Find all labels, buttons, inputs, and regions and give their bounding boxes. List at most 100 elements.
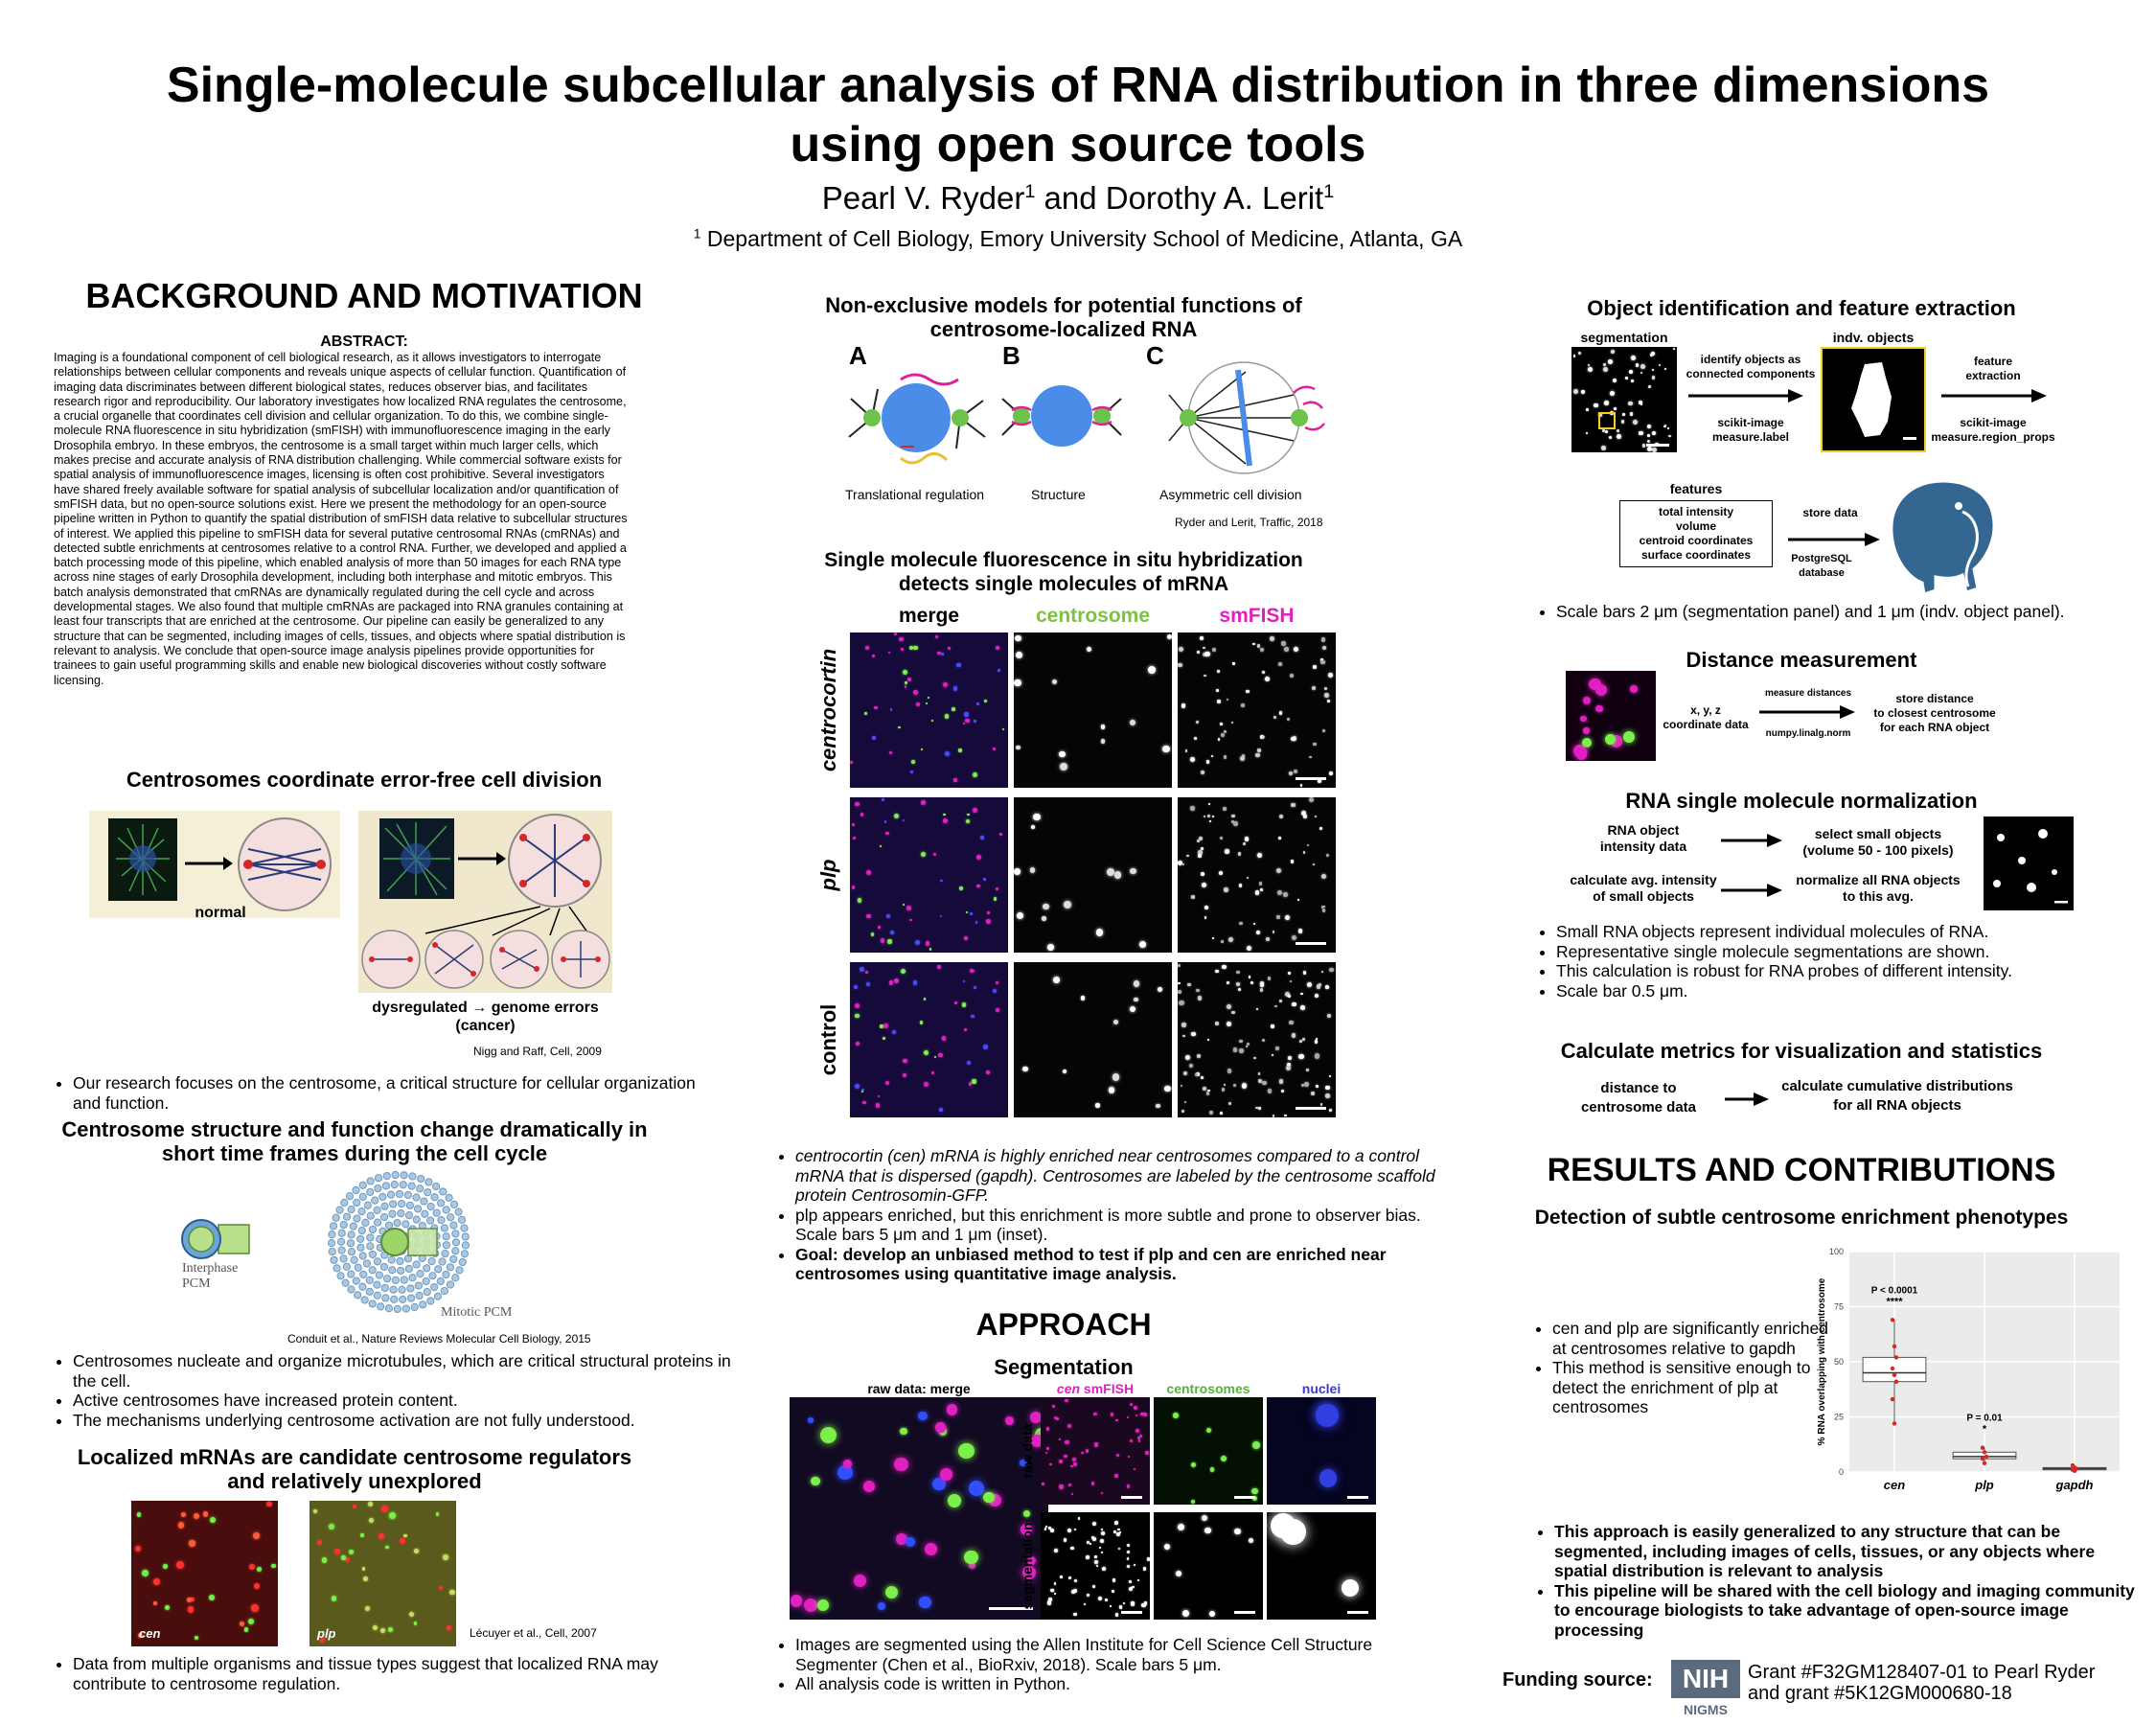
fluorescent-spot	[934, 1422, 946, 1433]
fluorescent-spot	[1583, 727, 1590, 734]
fluorescent-spot	[1207, 1089, 1210, 1092]
fluorescent-spot	[1279, 814, 1284, 818]
nigms-logo: NIGMS	[1684, 1702, 1728, 1717]
pcm-protein-dot	[350, 1255, 358, 1264]
fluorescent-spot	[974, 720, 976, 723]
pcm-protein-dot	[398, 1285, 406, 1294]
pcm-protein-dot	[412, 1215, 421, 1224]
pcm-protein-dot	[328, 1247, 336, 1256]
pcm-protein-dot	[438, 1257, 447, 1266]
plp-micrograph: plp	[310, 1501, 456, 1646]
fluorescent-spot	[1259, 982, 1265, 987]
list-item: Data from multiple organisms and tissue …	[73, 1654, 724, 1693]
pcm-protein-dot	[423, 1288, 431, 1297]
pcm-protein-dot	[449, 1221, 458, 1230]
norm-step-d: normalize all RNA objects to this avg.	[1763, 872, 1993, 905]
fluorescent-spot	[1094, 1555, 1097, 1559]
fluorescent-spot	[980, 835, 984, 840]
fluorescent-spot	[1163, 1543, 1170, 1550]
fluorescent-spot	[1098, 1546, 1101, 1549]
fluorescent-spot	[952, 686, 958, 691]
fluorescent-spot	[194, 1635, 199, 1641]
data-point	[1980, 1457, 1985, 1461]
fluorescent-spot	[1325, 985, 1330, 989]
seg-panel-raw-nuclei	[1267, 1397, 1376, 1505]
fluorescent-spot	[1073, 1612, 1077, 1617]
fluorescent-spot	[1204, 1527, 1212, 1534]
results-bullets: cen and plp are significantly enriched a…	[1520, 1319, 1830, 1417]
fluorescent-spot	[187, 1597, 193, 1602]
fluorescent-spot	[379, 1627, 386, 1634]
fluorescent-spot	[345, 1557, 351, 1563]
data-point	[1892, 1344, 1897, 1349]
fluorescent-spot	[1293, 647, 1298, 653]
fluorescent-spot	[1198, 850, 1203, 855]
fluorescent-spot	[1051, 1405, 1056, 1409]
fluorescent-spot	[449, 1590, 455, 1596]
norm-b-line-1: select small objects	[1814, 826, 1942, 841]
fluorescent-spot	[1246, 877, 1249, 880]
fluorescent-spot	[1063, 901, 1071, 908]
smfish-heading-line-2: detects single molecules of mRNA	[898, 573, 1229, 595]
pcm-protein-dot	[346, 1239, 356, 1248]
fluorescent-spot	[1254, 890, 1260, 895]
fluorescent-spot	[1099, 1539, 1104, 1544]
store-distance-label: store distance to closest centrosome for…	[1863, 692, 2007, 735]
fluorescent-spot	[202, 1511, 209, 1518]
pcm-protein-dot	[328, 1230, 336, 1239]
col-label-smfish: smFISH	[1219, 605, 1295, 627]
fluorescent-spot	[1143, 1567, 1147, 1571]
pcm-protein-dot	[397, 1208, 405, 1218]
list-item: plp appears enriched, but this enrichmen…	[795, 1206, 1447, 1245]
fluorescent-spot	[971, 1014, 975, 1019]
mrna-heading-line-1: Localized mRNAs are candidate centrosome…	[77, 1445, 632, 1469]
fluorescent-spot	[903, 904, 906, 907]
col-label-merge: merge	[898, 605, 960, 627]
fluorescent-spot	[1211, 815, 1215, 818]
pcm-protein-dot	[368, 1250, 378, 1259]
affiliation: 1 Department of Cell Biology, Emory Univ…	[0, 226, 2156, 252]
fluorescent-spot	[1074, 1578, 1078, 1582]
spindle-micrograph-art	[116, 824, 170, 895]
fluorescent-spot	[1245, 1046, 1248, 1048]
list-item: This method is sensitive enough to detec…	[1552, 1358, 1830, 1417]
fluorescent-spot	[878, 926, 882, 930]
fluorescent-spot	[915, 940, 921, 946]
fluorescent-spot	[1046, 1600, 1052, 1605]
pcm-protein-dot	[437, 1216, 446, 1225]
pcm-protein-dot	[357, 1207, 366, 1216]
fluorescent-spot	[1300, 1084, 1304, 1088]
fluorescent-spot	[843, 1459, 853, 1468]
fluorescent-spot	[1126, 1564, 1131, 1569]
pcm-protein-dot	[408, 1172, 417, 1181]
pcm-protein-dot	[356, 1243, 365, 1252]
fluorescent-spot	[1233, 821, 1239, 826]
fluorescent-spot	[1029, 866, 1036, 873]
fluorescent-spot	[1276, 915, 1280, 919]
fluorescent-spot	[1298, 1054, 1304, 1060]
fluorescent-spot	[934, 634, 939, 639]
fluorescent-spot	[1612, 378, 1617, 382]
fluorescent-spot	[1215, 1022, 1219, 1025]
fluorescent-spot	[943, 817, 949, 823]
fluorescent-spot	[1129, 1586, 1134, 1591]
norm-c-line-1: calculate avg. intensity	[1570, 872, 1717, 887]
fluorescent-spot	[1198, 837, 1203, 840]
pcm-protein-dot	[378, 1192, 387, 1201]
fluorescent-spot	[861, 1091, 864, 1093]
identify-line-2: connected components	[1686, 367, 1816, 380]
single-molecule-blobs	[1993, 829, 2068, 904]
fluorescent-spot	[1080, 996, 1086, 1000]
row-label-control: control	[816, 1003, 840, 1076]
pcm-protein-dot	[375, 1271, 383, 1279]
pcm-protein-dot	[442, 1241, 450, 1250]
fluorescent-spot	[334, 1549, 341, 1555]
fluorescent-spot	[996, 646, 999, 650]
fluorescent-spot	[1231, 721, 1234, 724]
fluorescent-spot	[1042, 1483, 1044, 1485]
model-caption-a: Translational regulation	[845, 487, 984, 502]
fluorescent-spot	[959, 886, 963, 890]
fluorescent-spot	[1184, 749, 1188, 752]
pcm-protein-dot	[446, 1280, 455, 1289]
fluorescent-spot	[152, 1600, 158, 1605]
